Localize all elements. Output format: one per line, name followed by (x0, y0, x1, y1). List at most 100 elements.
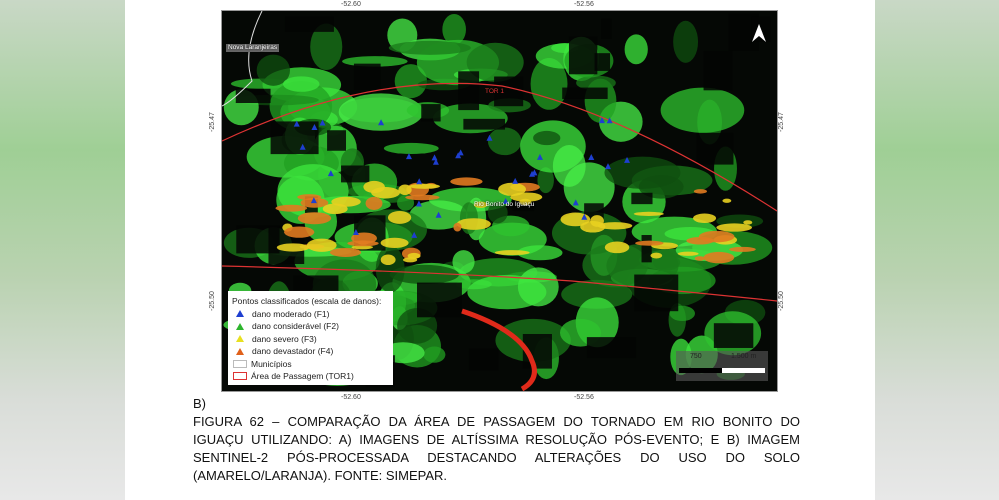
damage-point-f1 (431, 154, 438, 161)
scale-segment-black (679, 368, 722, 373)
vegetation-patch (604, 156, 681, 189)
caption-line: FIGURA 62 – COMPARAÇÃO DA ÁREA DE PASSAG… (193, 414, 800, 429)
dark-field (631, 192, 653, 205)
triangle-icon (236, 335, 244, 343)
triangle-icon (236, 322, 244, 330)
vegetation-patch (530, 58, 568, 110)
coord-bottom-2: -52.56 (574, 394, 594, 401)
damage-point-f1 (378, 119, 385, 126)
dark-field (468, 348, 499, 371)
damage-patch (456, 218, 491, 230)
tornado-track-north (222, 82, 777, 212)
legend-title: Pontos classificados (escala de danos): (232, 296, 382, 307)
vegetation-patch (310, 23, 343, 71)
scale-bar: 750 1.500 m (676, 351, 768, 381)
damage-patch (380, 237, 409, 249)
dark-field (586, 337, 637, 359)
scale-mid: 750 (690, 353, 702, 360)
triangle-icon (236, 310, 244, 318)
damage-point-f1 (405, 153, 412, 160)
vegetation-patch (388, 40, 471, 55)
damage-point-f1 (432, 158, 439, 165)
map-legend: Pontos classificados (escala de danos): … (228, 291, 393, 385)
blurred-background-left (0, 0, 125, 500)
vegetation-patch (624, 34, 648, 65)
dark-field (421, 104, 441, 122)
damage-patch (693, 189, 707, 194)
triangle-icon (236, 347, 244, 355)
dark-field (568, 36, 598, 75)
vegetation-patch (338, 93, 424, 131)
damage-point-f1 (581, 213, 588, 220)
vegetation-patch (552, 145, 586, 187)
damage-point-f1 (352, 228, 359, 235)
damage-patch (351, 245, 374, 250)
coord-right-1: -25.47 (777, 112, 785, 132)
dark-field (417, 282, 462, 318)
coord-left-1: -25.47 (208, 112, 216, 132)
vegetation-patch (582, 243, 649, 288)
damage-patch (650, 252, 663, 259)
coord-left-2: -25.50 (208, 291, 216, 311)
vegetation-patch (537, 167, 554, 194)
vegetation-patch (269, 80, 333, 132)
vegetation-patch (466, 42, 524, 82)
damage-patch (580, 221, 606, 233)
legend-item: dano considerável (F2) (252, 321, 339, 332)
damage-patch (703, 251, 735, 264)
label-nova-laranjeiras: Nova Laranjeiras (226, 44, 280, 52)
damage-point-f1 (502, 197, 509, 204)
damage-patch (494, 250, 530, 256)
damage-point-f1 (588, 153, 595, 160)
damage-patch (347, 240, 379, 247)
vegetation-patch (442, 13, 466, 45)
coord-right-2: -25.50 (777, 291, 785, 311)
damage-point-f1 (411, 231, 418, 238)
vegetation-patch (282, 76, 320, 92)
legend-item: dano severo (F3) (252, 333, 317, 344)
damage-patch (450, 177, 483, 186)
damage-patch (297, 194, 322, 200)
vegetation-patch (487, 127, 522, 156)
caption-line: (AMARELO/LARANJA). FONTE: SIMEPAR. (193, 468, 448, 483)
dark-field (713, 323, 754, 348)
vegetation-patch (383, 142, 439, 154)
vegetation-patch (673, 20, 699, 63)
dark-field (458, 71, 480, 111)
damage-point-f1 (455, 152, 462, 159)
vegetation-patch (389, 264, 459, 285)
damage-patch (729, 246, 756, 252)
dark-field (463, 118, 506, 130)
damage-point-f1 (293, 120, 300, 127)
damage-point-f1 (415, 200, 422, 207)
dark-field (641, 235, 652, 263)
dark-field (696, 132, 734, 165)
vegetation-patch (375, 245, 405, 293)
damage-patch (409, 183, 441, 189)
damage-patch (407, 252, 421, 259)
damage-point-f1 (311, 123, 318, 130)
scale-end: 1.500 m (731, 353, 757, 360)
label-tor1: TOR 1 (485, 88, 505, 95)
label-rio-bonito: Rio Bonito do Iguaçu (474, 201, 535, 208)
damage-patch (276, 243, 310, 252)
dark-field (341, 165, 370, 183)
damage-point-f1 (606, 117, 613, 124)
coord-top-2: -52.56 (574, 1, 594, 8)
damage-patch (380, 254, 396, 266)
dark-field (594, 53, 611, 71)
blurred-background-right (875, 0, 999, 500)
vegetation-patch (452, 250, 475, 274)
dark-field (494, 76, 524, 107)
damage-point-f1 (319, 119, 326, 126)
dark-field (703, 50, 733, 91)
damage-point-f1 (624, 156, 631, 163)
municipality-box-icon (233, 359, 247, 368)
tornado-track-south (222, 265, 777, 302)
north-arrow-icon (752, 24, 766, 42)
damage-patch (498, 182, 527, 196)
damage-point-f1 (435, 211, 442, 218)
damage-point-f1 (486, 134, 493, 141)
damage-patch (275, 204, 308, 212)
damage-point-f1 (416, 178, 423, 185)
